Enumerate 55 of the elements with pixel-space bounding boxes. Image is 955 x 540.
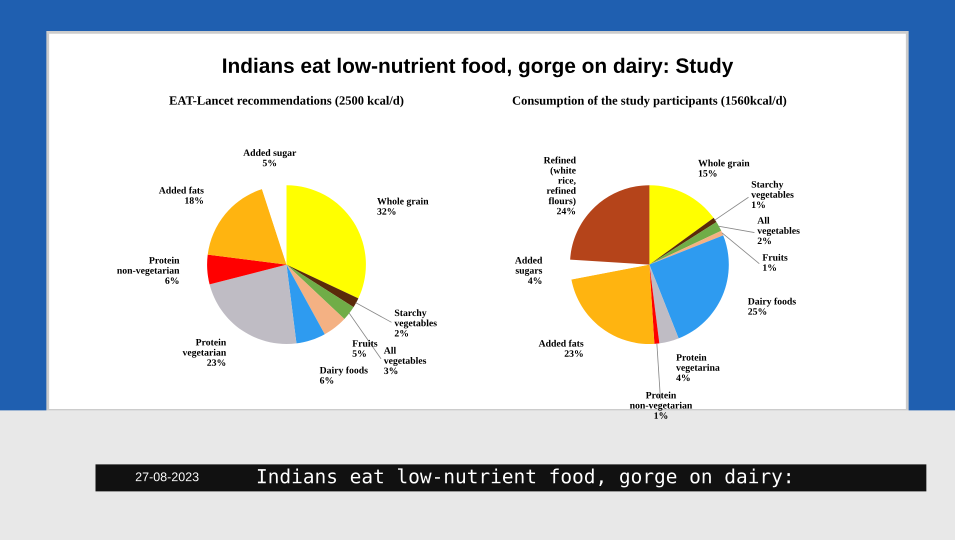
text: Indians eat low-nutrient food, gorge on dairy: Study bbox=[223, 58, 734, 78]
data-label: 24% bbox=[556, 208, 576, 214]
data-label: 4% bbox=[676, 374, 690, 382]
slice-label: All vegetables bbox=[757, 216, 800, 236]
chart-title: EAT-Lancet recommendations (2500 kcal/d) bbox=[169, 96, 404, 108]
pie-slice bbox=[649, 235, 729, 338]
pie-slice bbox=[286, 264, 325, 344]
pie-slice bbox=[208, 189, 286, 265]
data-label: 15% bbox=[698, 170, 717, 177]
slice-label: Added sugars bbox=[514, 256, 542, 276]
pie-slice bbox=[286, 264, 358, 308]
data-label: 2% bbox=[394, 330, 408, 337]
text: 27-08-2023 bbox=[136, 472, 199, 482]
data-label: 32% bbox=[377, 208, 396, 215]
slice-label: Added fats bbox=[158, 186, 204, 194]
slice-label: Starchy vegetables bbox=[394, 309, 437, 328]
slice-label: Fruits bbox=[352, 340, 378, 347]
data-label: 4% bbox=[528, 277, 542, 284]
slice-label: Added sugar bbox=[243, 149, 296, 158]
slice-label: Dairy foods bbox=[320, 366, 368, 376]
data-label: 23% bbox=[564, 350, 583, 357]
slice-label: Added fats bbox=[538, 340, 584, 347]
data-label: 5% bbox=[262, 160, 276, 166]
data-label: 1% bbox=[654, 412, 668, 419]
data-label: 23% bbox=[207, 359, 226, 366]
slice-label: Whole grain bbox=[698, 160, 750, 168]
data-label: 6% bbox=[320, 377, 334, 384]
slice-label: Dairy foods bbox=[748, 298, 796, 307]
pie-slice bbox=[649, 264, 679, 344]
chart-title: Consumption of the study participants (1560kcal/d) bbox=[512, 96, 786, 108]
slice-label: Fruits bbox=[762, 254, 788, 261]
data-label: 2% bbox=[758, 238, 771, 244]
pie-slice bbox=[286, 264, 344, 334]
data-label: 18% bbox=[185, 197, 203, 204]
pie-slice bbox=[207, 254, 286, 284]
pie-slice bbox=[649, 264, 660, 344]
pie-slice bbox=[286, 264, 354, 319]
data-label: 25% bbox=[748, 308, 766, 315]
slice-label: Protein non-vegetarian bbox=[117, 256, 180, 276]
data-label: 3% bbox=[384, 368, 398, 374]
slice-label: Starchy vegetables bbox=[751, 180, 794, 200]
slice-label: Whole grain bbox=[377, 198, 428, 207]
slice-label: Protein non-vegetarian bbox=[630, 392, 692, 411]
data-label: 5% bbox=[352, 350, 366, 357]
pie-slice bbox=[649, 185, 714, 265]
slice-label: All vegetables bbox=[384, 346, 426, 366]
slice-label: Refined (white rice, refined flours) bbox=[544, 156, 576, 206]
data-label: 6% bbox=[165, 277, 179, 284]
pie-slice bbox=[649, 230, 724, 265]
slice-label: Protein vegetarian bbox=[182, 338, 226, 358]
data-label: 1% bbox=[763, 264, 776, 271]
data-label: 1% bbox=[752, 202, 765, 208]
pie-slice bbox=[286, 185, 366, 298]
slice-label: Protein vegetarina bbox=[676, 354, 720, 373]
text: Indians eat low-nutrient food, gorge on dairy: bbox=[258, 468, 790, 488]
